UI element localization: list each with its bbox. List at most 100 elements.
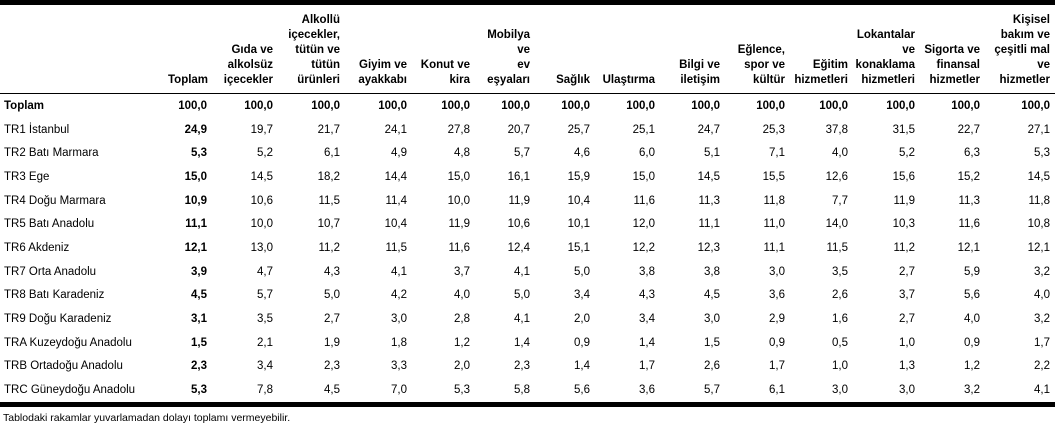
table-row: TR4 Doğu Marmara 10,9 10,6 11,5 11,4 10,0 11,9…: [0, 189, 1055, 213]
data-cell: 7,8: [257, 384, 273, 397]
data-cell: 4,5: [704, 289, 720, 302]
column-header: Giyim ve ayakkabı: [345, 5, 412, 94]
data-cell: 3,8: [639, 265, 655, 278]
data-cell: 11,5: [318, 194, 340, 207]
data-cell: 11,8: [1028, 194, 1050, 207]
data-cell: 6,1: [769, 384, 785, 397]
data-cell: 2,9: [769, 313, 785, 326]
data-cell: 11,5: [826, 241, 848, 254]
data-cell: 100,0: [756, 99, 785, 112]
data-cell: 10,1: [567, 218, 590, 231]
row-label: TRA Kuzeydoğu Anadolu: [4, 336, 132, 349]
data-cell: 15,2: [957, 170, 980, 183]
data-cell: 7,7: [832, 194, 848, 207]
column-header: Bilgi ve iletişim: [660, 5, 725, 94]
table-row: TRA Kuzeydoğu Anadolu 1,5 2,1 1,9 1,8 1,2 1,4 0…: [0, 331, 1055, 355]
data-cell: 12,6: [825, 170, 848, 183]
data-cell: 11,6: [958, 218, 980, 231]
data-cell: 10,0: [447, 194, 470, 207]
data-cell: 11,3: [958, 194, 980, 207]
data-cell: 3,2: [1034, 313, 1050, 326]
data-cell: 5,7: [704, 384, 720, 397]
data-cell: 5,2: [899, 147, 915, 160]
data-cell: 100,0: [1021, 99, 1050, 112]
data-cell: 15,9: [567, 170, 590, 183]
data-cell: 5,2: [257, 147, 273, 160]
data-cell: 4,1: [514, 265, 530, 278]
data-cell: 10,6: [250, 194, 273, 207]
data-cell: 1,9: [324, 336, 340, 349]
data-cell: 100,0: [626, 99, 655, 112]
data-cell: 5,3: [454, 384, 470, 397]
data-cell: 4,0: [1034, 289, 1050, 302]
data-cell: 4,7: [257, 265, 273, 278]
data-cell: 14,4: [384, 170, 407, 183]
row-label: TR4 Doğu Marmara: [4, 194, 106, 207]
data-cell: 0,9: [964, 336, 980, 349]
column-header: Gıda ve alkolsüz içecekler: [212, 5, 278, 94]
data-cell: 10,6: [507, 218, 530, 231]
data-cell: 1,4: [574, 360, 590, 373]
column-header: Mobilya ve ev eşyaları: [475, 5, 535, 94]
data-cell: 14,5: [250, 170, 273, 183]
data-cell: 7,0: [391, 384, 407, 397]
data-cell: 2,7: [899, 265, 915, 278]
data-cell: 3,0: [832, 384, 848, 397]
data-cell: 12,4: [507, 241, 530, 254]
data-cell: 10,8: [1027, 218, 1050, 231]
data-cell: 100,0: [178, 99, 207, 112]
data-cell: 4,0: [454, 289, 470, 302]
data-cell: 4,2: [391, 289, 407, 302]
data-cell: 12,3: [697, 241, 720, 254]
row-label: TR5 Batı Anadolu: [4, 218, 95, 231]
data-cell: 3,0: [704, 313, 720, 326]
table-row: TR8 Batı Karadeniz 4,5 5,7 5,0 4,2 4,0 5,0 3,4 4…: [0, 284, 1055, 308]
data-cell: 11,1: [185, 218, 207, 231]
data-cell: 2,3: [514, 360, 530, 373]
data-cell: 5,0: [514, 289, 530, 302]
data-cell: 5,7: [514, 147, 530, 160]
data-cell: 4,3: [324, 265, 340, 278]
data-cell: 5,6: [964, 289, 980, 302]
data-cell: 11,6: [448, 241, 470, 254]
table-body: Toplam 100,0 100,0 100,0 100,0 100,0 100,0 100,…: [0, 94, 1055, 402]
data-cell: 5,7: [257, 289, 273, 302]
data-cell: 1,0: [832, 360, 848, 373]
data-cell: 1,4: [514, 336, 530, 349]
data-cell: 19,7: [250, 123, 273, 136]
data-cell: 24,7: [697, 123, 720, 136]
data-cell: 11,2: [893, 241, 915, 254]
data-cell: 24,9: [184, 123, 207, 136]
data-cell: 1,2: [964, 360, 980, 373]
row-label: TR1 İstanbul: [4, 123, 70, 136]
table-row: TR2 Batı Marmara 5,3 5,2 6,1 4,9 4,8 5,7 4,6 6,0…: [0, 141, 1055, 165]
table-row: TR3 Ege 15,0 14,5 18,2 14,4 15,0 16,1 15,9 15,0 1…: [0, 165, 1055, 189]
data-cell: 1,5: [704, 336, 720, 349]
data-cell: 4,0: [832, 147, 848, 160]
data-cell: 18,2: [317, 170, 340, 183]
data-cell: 1,3: [899, 360, 915, 373]
data-cell: 100,0: [244, 99, 273, 112]
data-cell: 2,6: [704, 360, 720, 373]
header-row: Toplam Gıda ve alkolsüz içecekler Alkollü …: [0, 5, 1055, 94]
row-label: TR6 Akdeniz: [4, 241, 70, 254]
data-cell: 4,0: [964, 313, 980, 326]
data-cell: 11,9: [893, 194, 915, 207]
data-cell: 3,2: [1034, 265, 1050, 278]
data-cell: 5,9: [964, 265, 980, 278]
data-cell: 37,8: [825, 123, 848, 136]
data-cell: 11,9: [448, 218, 470, 231]
data-cell: 27,1: [1027, 123, 1050, 136]
table-row: TRC Güneydoğu Anadolu 5,3 7,8 4,5 7,0 5,3 5,8 5…: [0, 378, 1055, 402]
data-cell: 4,1: [514, 313, 530, 326]
data-cell: 1,4: [639, 336, 655, 349]
data-cell: 3,4: [574, 289, 590, 302]
data-cell: 3,8: [704, 265, 720, 278]
data-cell: 3,6: [639, 384, 655, 397]
data-cell: 10,0: [250, 218, 273, 231]
data-cell: 14,0: [825, 218, 848, 231]
column-header: Alkollü içecekler, tütün ve tütün ürünle…: [278, 5, 345, 94]
data-cell: 4,6: [574, 147, 590, 160]
data-cell: 11,2: [318, 241, 340, 254]
data-cell: 5,8: [514, 384, 530, 397]
